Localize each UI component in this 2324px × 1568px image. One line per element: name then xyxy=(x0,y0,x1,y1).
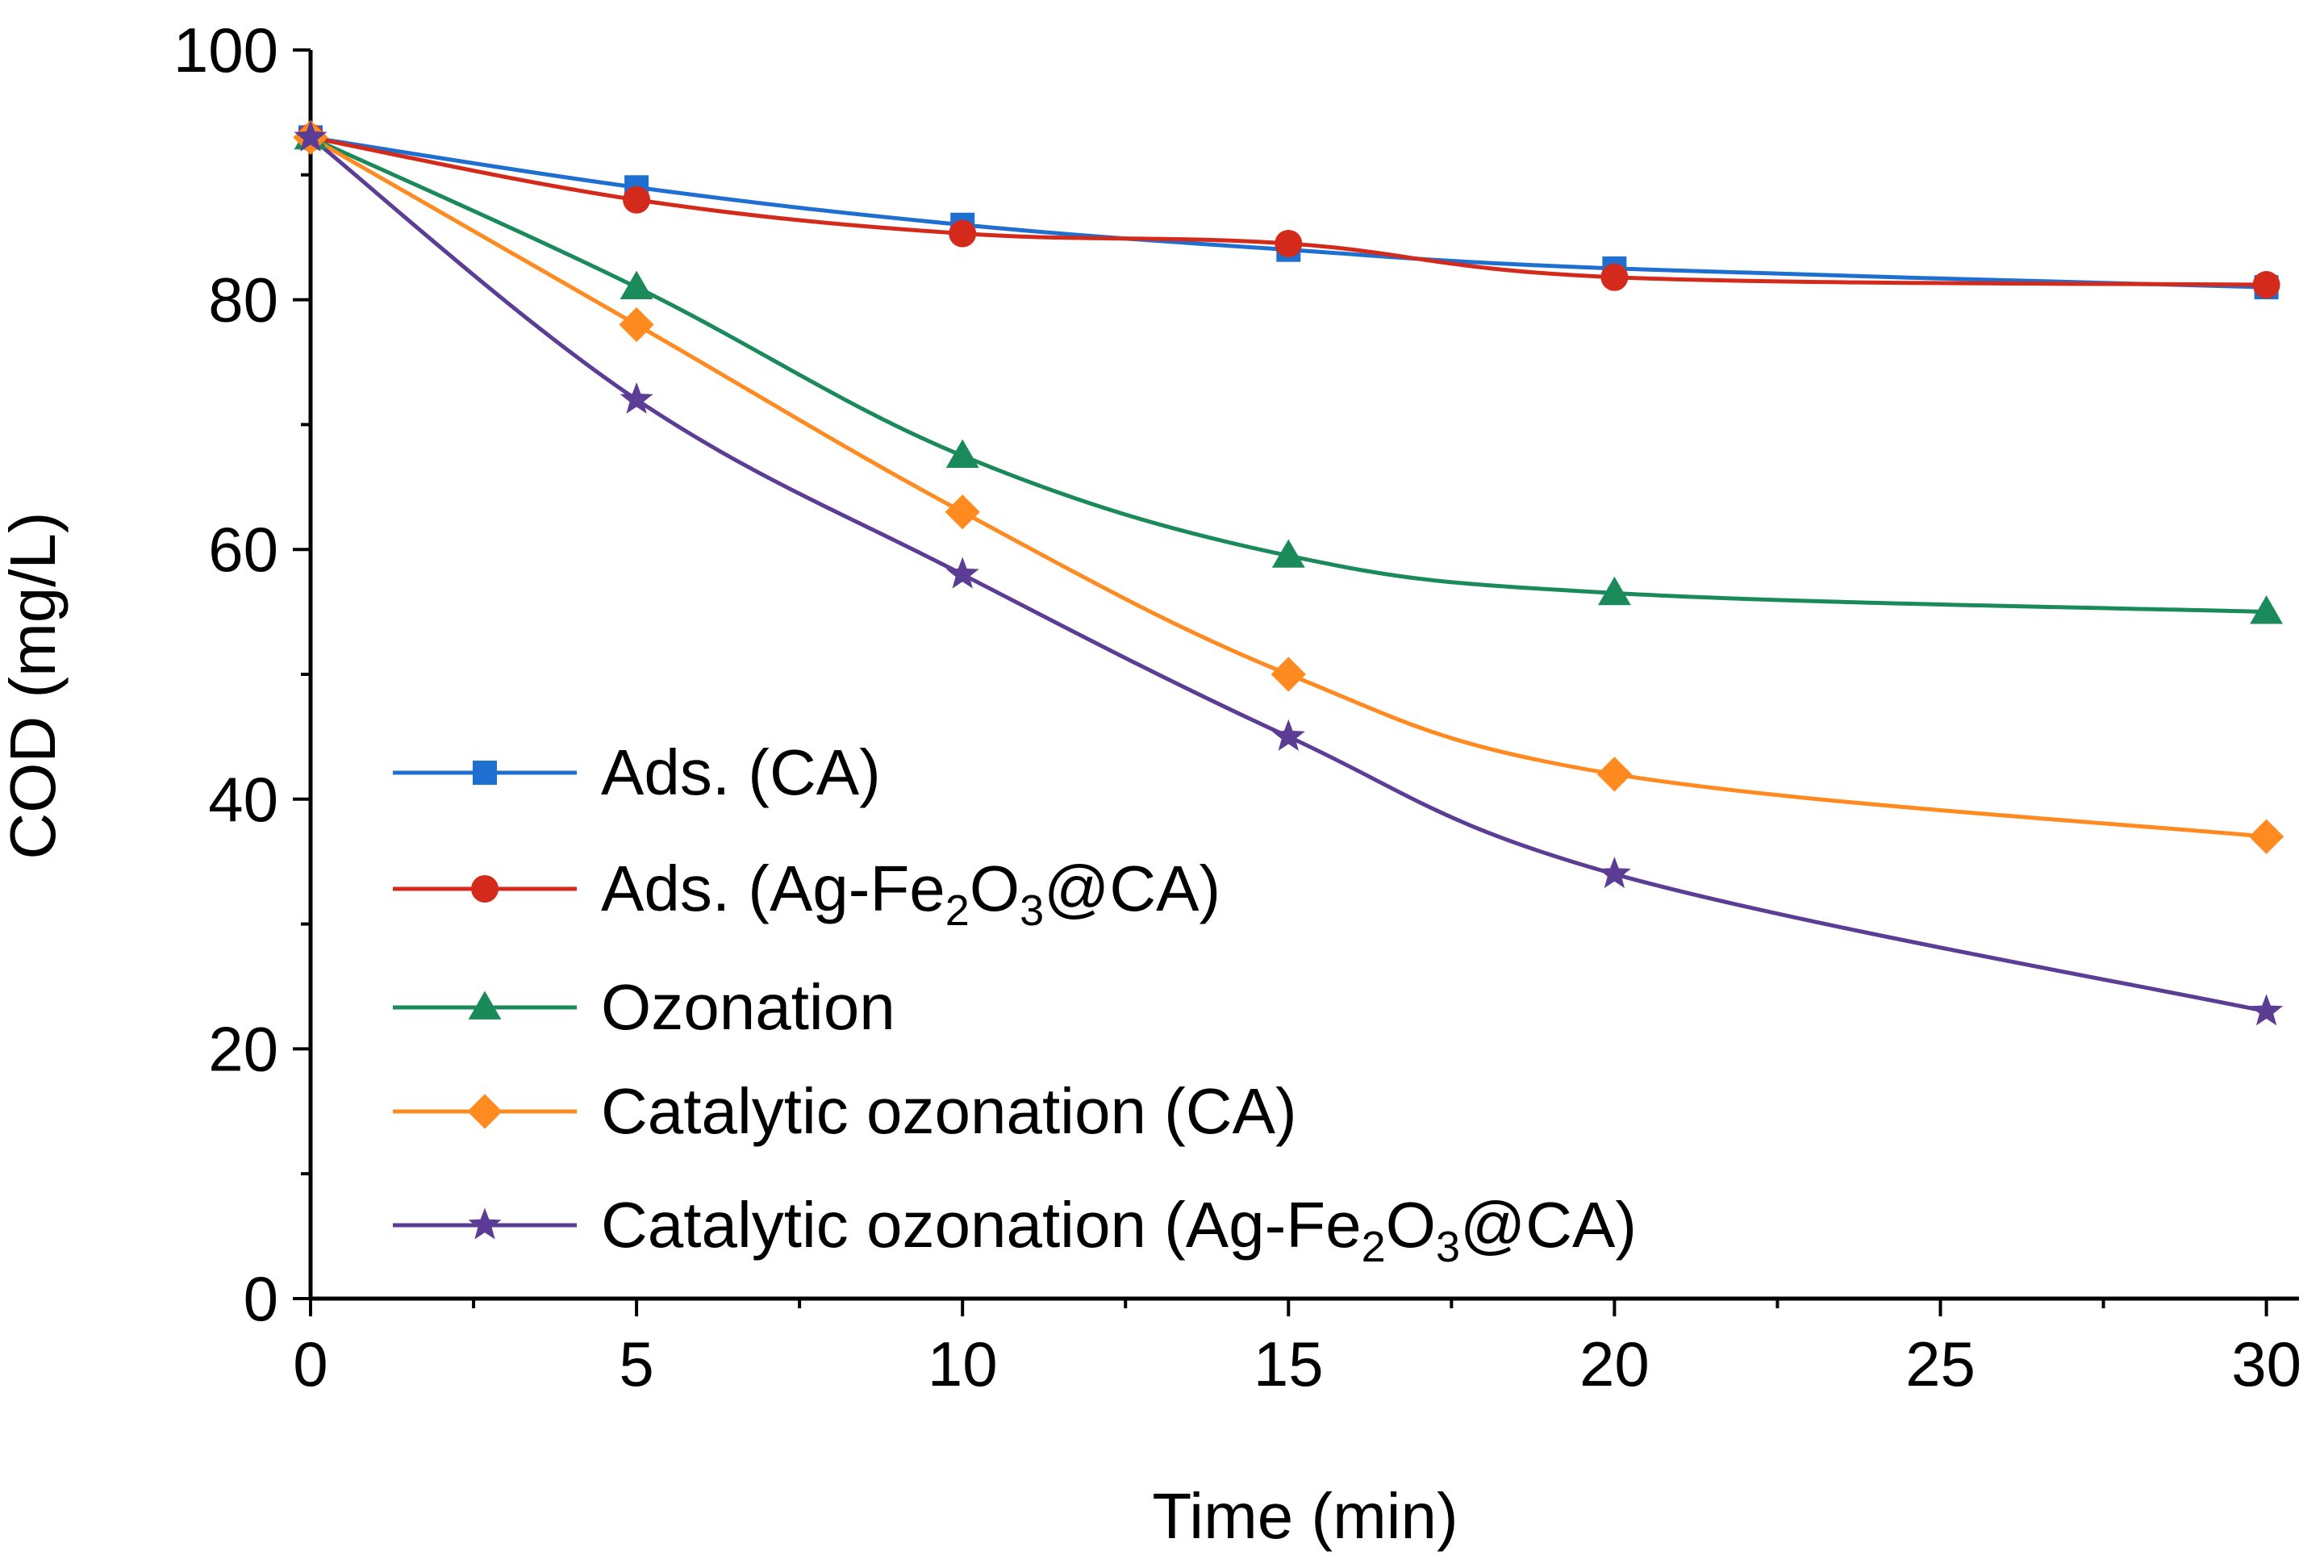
legend-label-2-part-2: 2 xyxy=(945,886,970,935)
legend-label-5-part-5: @CA) xyxy=(1460,1189,1637,1261)
x-tick-label: 15 xyxy=(1254,1328,1324,1399)
data-point-3-2 xyxy=(620,270,653,299)
legend-marker-2 xyxy=(471,875,499,903)
data-point-5-3 xyxy=(945,557,979,589)
y-tick-label: 20 xyxy=(208,1013,278,1084)
data-point-5-5 xyxy=(1597,857,1631,889)
legend-label-2-part-3: O xyxy=(970,853,1020,924)
legend-label-2-part-1: Ads. (Ag-Fe xyxy=(601,853,945,924)
legend-label-5: Catalytic ozonation (Ag-Fe2O3@CA) xyxy=(601,1189,1637,1271)
x-tick-label: 25 xyxy=(1905,1328,1976,1399)
y-tick-label: 80 xyxy=(208,265,278,336)
axes-layer: 0 5 10 15 20 25 30 0 20 40 60 80 100 xyxy=(173,15,2301,1399)
data-point-2-3 xyxy=(949,219,977,248)
x-tick-label: 10 xyxy=(928,1328,998,1399)
y-tick-label: 60 xyxy=(208,514,278,585)
legend-label-1: Ads. (CA) xyxy=(601,736,881,808)
data-point-4-5 xyxy=(1596,757,1632,792)
legend-label-5-part-4: 3 xyxy=(1436,1223,1460,1271)
legend-marker-3 xyxy=(468,990,502,1020)
legend: Ads. (CA)Ads. (Ag-Fe2O3@CA)OzonationCata… xyxy=(393,736,1637,1271)
legend-label-5-part-1: Catalytic ozonation (Ag-Fe xyxy=(601,1189,1362,1261)
x-axis-title: Time (min) xyxy=(1152,1480,1458,1552)
legend-label-1-part-1: Ads. (CA) xyxy=(601,736,881,808)
data-point-2-6 xyxy=(2252,271,2280,299)
data-point-5-4 xyxy=(1271,719,1305,751)
data-point-4-3 xyxy=(945,494,980,530)
data-point-3-5 xyxy=(1597,576,1631,606)
data-point-5-2 xyxy=(620,382,653,414)
legend-label-2-part-5: @CA) xyxy=(1044,853,1220,924)
legend-marker-1 xyxy=(473,761,497,785)
legend-label-2-part-4: 3 xyxy=(1020,886,1044,935)
x-tick-label: 0 xyxy=(293,1328,328,1399)
y-tick-label: 0 xyxy=(244,1263,278,1334)
legend-label-2: Ads. (Ag-Fe2O3@CA) xyxy=(601,853,1220,935)
data-point-2-4 xyxy=(1275,229,1303,257)
legend-marker-5 xyxy=(468,1207,502,1240)
series-line-4 xyxy=(308,135,2269,839)
data-point-5-1 xyxy=(294,119,328,152)
legend-label-3: Ozonation xyxy=(601,971,895,1043)
data-point-2-5 xyxy=(1600,263,1629,291)
x-tick-label: 5 xyxy=(619,1328,653,1399)
series-layer xyxy=(308,135,2269,1014)
legend-label-4: Catalytic ozonation (CA) xyxy=(601,1075,1297,1147)
data-point-4-2 xyxy=(619,307,654,343)
marker-layer xyxy=(293,119,2284,1026)
series-line-1 xyxy=(308,135,2269,290)
y-tick-label: 100 xyxy=(173,15,278,85)
x-tick-label: 20 xyxy=(1579,1328,1650,1399)
series-line-2 xyxy=(308,135,2269,287)
legend-label-3-part-1: Ozonation xyxy=(601,971,895,1043)
data-point-2-2 xyxy=(623,186,651,214)
data-point-3-3 xyxy=(945,439,979,468)
series-line-3 xyxy=(308,135,2269,615)
data-point-4-6 xyxy=(2248,819,2284,854)
series-line-5 xyxy=(308,135,2269,1014)
y-axis-title: COD (mg/L) xyxy=(0,511,69,859)
y-tick-label: 40 xyxy=(208,764,278,835)
data-point-3-6 xyxy=(2250,595,2283,624)
legend-label-4-part-1: Catalytic ozonation (CA) xyxy=(601,1075,1297,1147)
data-point-4-4 xyxy=(1270,657,1306,692)
data-point-3-4 xyxy=(1271,539,1305,568)
data-point-5-6 xyxy=(2250,994,2284,1026)
legend-label-5-part-2: 2 xyxy=(1362,1223,1386,1271)
legend-label-5-part-3: O xyxy=(1386,1189,1436,1261)
legend-marker-4 xyxy=(467,1094,503,1129)
x-tick-label: 30 xyxy=(2231,1328,2301,1399)
